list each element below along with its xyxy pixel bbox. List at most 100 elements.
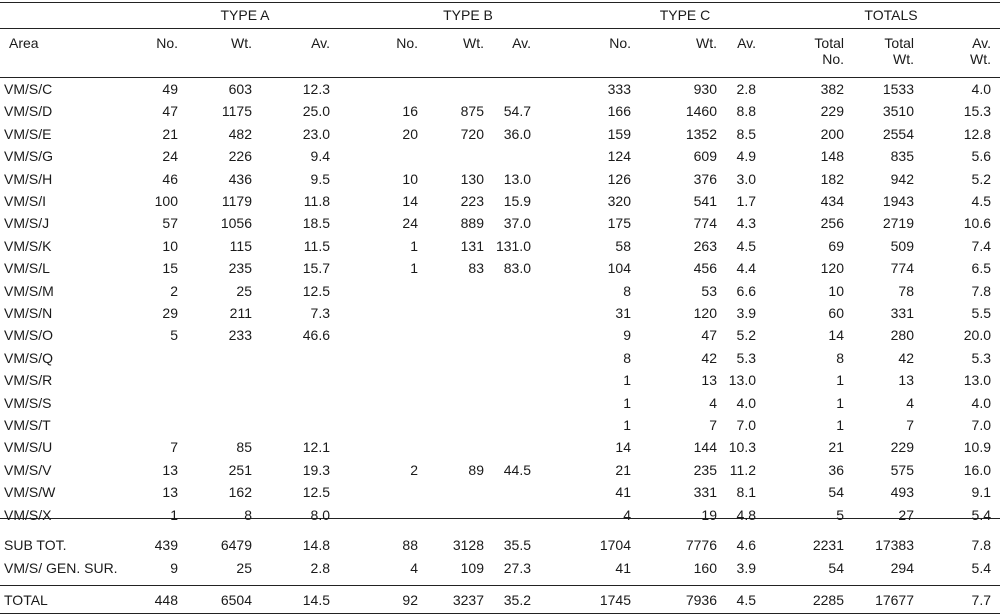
table-cell: 8	[244, 507, 252, 523]
table-cell: 4.5	[971, 193, 991, 209]
table-cell: 69	[828, 238, 844, 254]
table-cell: 7	[170, 439, 178, 455]
table-cell: 541	[693, 193, 717, 209]
table-cell: 1	[410, 260, 418, 276]
total-cell: 14.5	[302, 592, 330, 608]
subtotal-label: VM/S/ GEN. SUR.	[4, 560, 118, 576]
subtotal-cell: 35.5	[503, 537, 531, 553]
table-cell: 5.2	[736, 327, 756, 343]
table-cell: 263	[693, 238, 717, 254]
row-area-label: VM/S/N	[4, 305, 53, 321]
subtotal-cell: 41	[615, 560, 631, 576]
table-cell: 10.9	[963, 439, 991, 455]
table-cell: 8	[623, 283, 631, 299]
table-cell: 280	[890, 327, 914, 343]
table-cell: 44.5	[503, 462, 531, 478]
table-cell: 229	[820, 103, 844, 119]
total-cell: 6504	[220, 592, 252, 608]
table-cell: 223	[460, 193, 484, 209]
total-cell: 2285	[812, 592, 844, 608]
column-header: Wt.	[231, 35, 252, 51]
subtotal-cell: 7776	[685, 537, 717, 553]
table-cell: 58	[615, 238, 631, 254]
table-cell: 13.0	[728, 372, 756, 388]
table-cell: 15.9	[503, 193, 531, 209]
table-cell: 14	[828, 327, 844, 343]
table-cell: 575	[890, 462, 914, 478]
table-cell: 11.5	[303, 238, 330, 254]
table-cell: 331	[890, 305, 914, 321]
table-cell: 131	[460, 238, 484, 254]
subtotal-cell: 9	[170, 560, 178, 576]
table-cell: 120	[693, 305, 717, 321]
table-cell: 4.5	[736, 238, 756, 254]
row-area-label: VM/S/O	[4, 327, 54, 343]
table-cell: 3510	[882, 103, 914, 119]
table-cell: 320	[607, 193, 631, 209]
table-cell: 1179	[221, 193, 252, 209]
subtotal-label: SUB TOT.	[4, 537, 67, 553]
table-cell: 126	[607, 171, 631, 187]
table-cell: 1	[836, 417, 844, 433]
subtotal-cell: 54	[828, 560, 844, 576]
row-area-label: VM/S/J	[4, 215, 50, 231]
subtotal-cell: 14.8	[302, 537, 330, 553]
table-cell: 1460	[685, 103, 717, 119]
table-cell: 10	[162, 238, 178, 254]
table-cell: 13	[898, 372, 914, 388]
table-cell: 46	[162, 171, 178, 187]
table-cell: 7.0	[971, 417, 991, 433]
table-cell: 29	[162, 305, 178, 321]
row-area-label: VM/S/S	[4, 395, 52, 411]
table-cell: 10	[828, 283, 844, 299]
total-cell: 448	[154, 592, 178, 608]
row-area-label: VM/S/G	[4, 148, 54, 164]
rule-top	[0, 2, 1000, 3]
table-cell: 1056	[220, 215, 252, 231]
row-area-label: VM/S/L	[4, 260, 50, 276]
table-cell: 41	[615, 484, 631, 500]
table-cell: 162	[228, 484, 252, 500]
table-cell: 1	[623, 417, 631, 433]
table-cell: 4.8	[736, 507, 756, 523]
column-header: Av. Wt.	[970, 35, 991, 67]
table-cell: 251	[228, 462, 252, 478]
total-cell: 1745	[599, 592, 631, 608]
row-area-label: VM/S/R	[4, 372, 53, 388]
table-cell: 7	[709, 417, 717, 433]
table-cell: 509	[890, 238, 914, 254]
table-cell: 436	[228, 171, 252, 187]
table-cell: 609	[693, 148, 717, 164]
column-header: No.	[396, 35, 418, 51]
table-cell: 8.8	[736, 103, 756, 119]
row-area-label: VM/S/U	[4, 439, 53, 455]
table-cell: 13	[162, 484, 178, 500]
rule-data-bottom	[0, 518, 1000, 519]
table-cell: 482	[228, 126, 252, 142]
subtotal-cell: 160	[693, 560, 717, 576]
row-area-label: VM/S/M	[4, 283, 54, 299]
table-cell: 53	[701, 283, 717, 299]
column-header: Area	[9, 35, 39, 51]
table-cell: 2.8	[736, 81, 756, 97]
table-cell: 211	[229, 305, 252, 321]
table-cell: 4.3	[736, 215, 756, 231]
table-cell: 159	[607, 126, 631, 142]
table-cell: 1	[836, 395, 844, 411]
table-cell: 11.8	[303, 193, 330, 209]
table-cell: 930	[693, 81, 717, 97]
table-cell: 493	[890, 484, 914, 500]
table-cell: 37.0	[503, 215, 531, 231]
table-cell: 5.6	[971, 148, 991, 164]
table-cell: 2554	[882, 126, 914, 142]
table-cell: 456	[693, 260, 717, 276]
rule-bottom	[0, 613, 1000, 614]
table-cell: 49	[162, 81, 178, 97]
group-header-totals: TOTALS	[864, 7, 918, 23]
table-cell: 7.4	[971, 238, 991, 254]
table-cell: 200	[820, 126, 844, 142]
table-cell: 21	[615, 462, 631, 478]
row-area-label: VM/S/H	[4, 171, 53, 187]
table-cell: 1352	[685, 126, 717, 142]
table-cell: 24	[402, 215, 418, 231]
